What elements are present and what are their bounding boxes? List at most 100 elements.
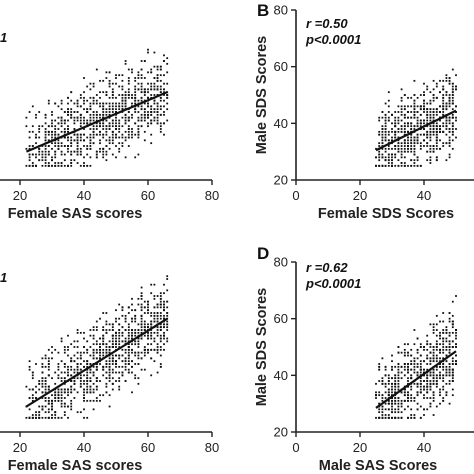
scatter-point (86, 136, 89, 139)
scatter-point (134, 85, 137, 88)
scatter-point (432, 399, 435, 402)
scatter-point (166, 312, 169, 314)
scatter-point (124, 368, 127, 371)
scatter-point (419, 405, 422, 408)
scatter-point (391, 385, 393, 388)
scatter-point (455, 74, 457, 77)
scatter-point (381, 416, 384, 419)
scatter-point (426, 380, 429, 382)
scatter-point (381, 128, 384, 130)
scatter-point (400, 153, 403, 156)
scatter-point (143, 346, 146, 348)
scatter-point (137, 337, 140, 340)
scatter-point (397, 128, 400, 130)
scatter-point (51, 136, 53, 139)
scatter-point (105, 102, 108, 105)
scatter-point (410, 105, 413, 108)
scatter-point (121, 314, 124, 317)
scatter-point (143, 312, 146, 314)
scatter-point (127, 128, 130, 130)
scatter-point (407, 147, 409, 150)
scatter-point (394, 119, 397, 122)
scatter-point (121, 306, 124, 309)
scatter-point (102, 102, 105, 105)
scatter-point (79, 96, 82, 99)
scatter-point (429, 385, 432, 388)
scatter-point (407, 116, 409, 119)
scatter-point (451, 128, 454, 130)
scatter-point (54, 416, 57, 419)
scatter-point (44, 113, 47, 116)
scatter-point (394, 411, 397, 414)
scatter-point (86, 147, 89, 150)
scatter-point (143, 119, 146, 122)
scatter-point (137, 111, 140, 113)
scatter-point (99, 357, 101, 360)
scatter-point (400, 147, 403, 150)
scatter-point (435, 365, 438, 368)
scatter-point (432, 116, 435, 119)
scatter-point (99, 337, 101, 340)
scatter-point (140, 60, 143, 62)
scatter-point (124, 136, 127, 139)
scatter-point (394, 116, 397, 119)
scatter-point (108, 377, 111, 380)
scatter-point (89, 385, 92, 388)
scatter-point (127, 79, 130, 82)
scatter-point (115, 371, 117, 374)
scatter-point (137, 303, 140, 306)
scatter-point (67, 348, 69, 351)
scatter-point (429, 380, 432, 382)
scatter-point (439, 130, 441, 133)
scatter-point (99, 96, 101, 99)
scatter-point (435, 139, 438, 142)
scatter-point (156, 65, 159, 68)
scatter-point (137, 153, 140, 156)
scatter-point (105, 153, 108, 156)
y-axis-title: Male SDS Scores (254, 288, 270, 406)
scatter-point (147, 125, 149, 128)
scatter-point (166, 96, 169, 99)
scatter-point (445, 337, 448, 340)
scatter-point (448, 94, 451, 96)
scatter-point (429, 116, 432, 119)
scatter-point (54, 348, 57, 351)
scatter-point (426, 119, 429, 122)
scatter-point (403, 164, 406, 167)
scatter-point (108, 85, 111, 88)
scatter-point (124, 102, 127, 105)
scatter-point (416, 133, 419, 136)
scatter-point (150, 326, 153, 329)
scatter-point (134, 79, 137, 82)
scatter-point (38, 153, 41, 156)
scatter-point (384, 391, 387, 394)
scatter-point (407, 164, 409, 167)
x-axis-title: Female SAS scores (8, 458, 143, 474)
scatter-point (63, 380, 66, 382)
scatter-point (44, 150, 47, 153)
scatter-point (432, 145, 435, 147)
scatter-point (432, 323, 435, 326)
scatter-point (400, 111, 403, 113)
scatter-point (102, 150, 105, 153)
scatter-point (410, 147, 413, 150)
scatter-point (159, 334, 162, 337)
scatter-point (38, 382, 41, 385)
scatter-point (381, 156, 384, 159)
scatter-point (76, 116, 79, 119)
scatter-point (108, 348, 111, 351)
scatter-point (153, 102, 156, 105)
scatter-point (448, 343, 451, 346)
scatter-point (115, 354, 117, 357)
scatter-point (416, 382, 419, 385)
scatter-point (384, 416, 387, 419)
scatter-point (83, 397, 85, 399)
scatter-point (121, 102, 124, 105)
scatter-point (127, 312, 130, 314)
scatter-point (79, 116, 82, 119)
scatter-point (111, 388, 114, 391)
scatter-point (400, 105, 403, 108)
scatter-point (423, 371, 425, 374)
scatter-point (455, 360, 457, 363)
